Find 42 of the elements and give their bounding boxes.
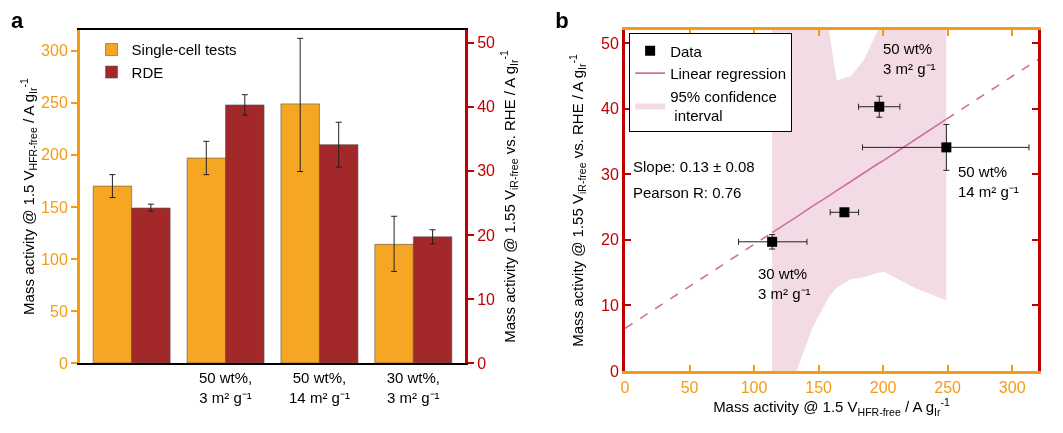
y-tick-label: 300	[41, 42, 68, 60]
y-tick-label: 100	[41, 250, 68, 268]
legend-label: RDE	[131, 63, 164, 81]
y-tick-label: 40	[601, 100, 619, 118]
point	[874, 101, 885, 112]
x-tick-label: 50 wt%, 14 m² g⁻¹	[289, 369, 350, 406]
y-tick-label: 0	[58, 354, 68, 372]
annotation: 95% confidence interval	[670, 87, 777, 125]
legend-label: Data	[670, 42, 703, 60]
y-tick-label: 200	[41, 146, 68, 164]
y2-tick-label: 20	[477, 226, 496, 244]
annotation: Pearson R: 0.76	[633, 184, 742, 201]
x-tick-label: 100	[740, 379, 768, 397]
y-tick-label: 20	[601, 231, 619, 249]
x-tick-label: 150	[805, 379, 833, 397]
x-tick-label: 0	[620, 379, 630, 397]
x-tick-label: 200	[869, 379, 897, 397]
annotation: 50 wt% 14 m² g⁻¹	[958, 163, 1019, 200]
point	[941, 142, 952, 153]
chart-title: b	[555, 8, 569, 34]
annotation: Slope: 0.13 ± 0.08	[633, 158, 755, 175]
x-tick-label: 250	[934, 379, 962, 397]
annotation: 50 wt% 3 m² g⁻¹	[883, 40, 936, 77]
y2-tick-label: 30	[477, 162, 496, 180]
y-tick-label: 30	[601, 165, 619, 183]
y2-tick-label: 0	[477, 354, 487, 372]
x-tick-label: 50 wt%, 3 m² g⁻¹	[198, 369, 253, 406]
y2-tick-label: 10	[477, 290, 496, 308]
y-tick-label: 50	[50, 302, 68, 320]
y2-tick-label: 40	[477, 98, 496, 116]
y-tick-label: 150	[41, 198, 68, 216]
legend-label: Linear regression	[670, 65, 787, 83]
x-tick-label: 30 wt%, 3 m² g⁻¹	[386, 369, 441, 406]
x-tick-label: 50	[680, 379, 699, 397]
x-tick-label: 300	[998, 379, 1026, 397]
chart-title: a	[10, 8, 24, 34]
y-tick-label: 50	[601, 34, 619, 52]
y2-tick-label: 50	[477, 34, 496, 52]
annotation: 30 wt% 3 m² g⁻¹	[758, 265, 811, 302]
y-tick-label: 250	[41, 94, 68, 112]
y-tick-label: 10	[601, 297, 619, 315]
legend-label: Single-cell tests	[131, 41, 237, 59]
